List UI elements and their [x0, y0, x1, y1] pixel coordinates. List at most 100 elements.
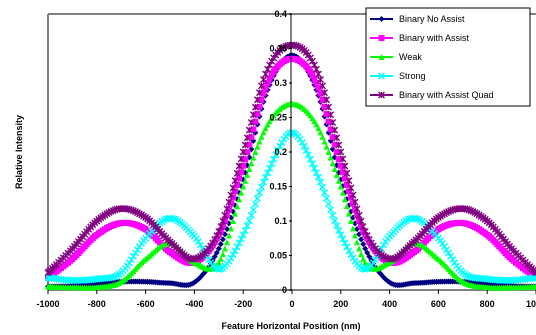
- series-point: [335, 156, 342, 163]
- series-point: [362, 231, 369, 238]
- series-point: [354, 239, 361, 246]
- series-point: [205, 255, 213, 264]
- series-point: [241, 226, 249, 235]
- series-point: [219, 217, 227, 225]
- series-point: [223, 239, 230, 246]
- series-point: [257, 183, 266, 191]
- series-point: [333, 134, 341, 142]
- series-point: [323, 111, 330, 118]
- series-point: [329, 211, 337, 219]
- series-point: [247, 211, 255, 219]
- series-point: [240, 183, 247, 190]
- series-point: [264, 80, 271, 86]
- series-point: [262, 84, 269, 91]
- series-point: [276, 142, 284, 150]
- series-point: [272, 151, 280, 159]
- series-point: [278, 139, 286, 147]
- series-point: [347, 217, 354, 224]
- series-point: [245, 126, 253, 134]
- y-tick-label: 0.4: [274, 9, 287, 19]
- series-point: [331, 217, 339, 225]
- series-point: [260, 129, 267, 136]
- series-point: [296, 135, 304, 143]
- series-point: [256, 103, 263, 110]
- series-point: [268, 72, 275, 79]
- series-point: [236, 175, 243, 182]
- series-point: [233, 243, 241, 251]
- series-point: [325, 118, 332, 125]
- series-point: [168, 214, 176, 222]
- x-tick-label: -400: [185, 299, 203, 309]
- series-point: [358, 236, 365, 243]
- series-point: [352, 206, 359, 213]
- series-point: [254, 143, 261, 150]
- series-point: [302, 146, 310, 154]
- series-point: [327, 206, 335, 214]
- series-point: [223, 212, 230, 219]
- series-point: [360, 255, 367, 262]
- series-point: [343, 169, 351, 177]
- series-point: [288, 129, 296, 137]
- series-point: [217, 227, 224, 234]
- series-point: [316, 178, 324, 186]
- series-point: [240, 162, 247, 169]
- series-point: [256, 138, 263, 145]
- series-point: [270, 155, 278, 163]
- legend-label: Binary with Assist: [399, 33, 470, 43]
- series-point: [379, 241, 388, 249]
- series-point: [369, 259, 377, 267]
- series-point: [223, 205, 231, 213]
- series-point: [323, 96, 331, 104]
- series-point: [170, 215, 178, 223]
- series-point: [127, 256, 135, 264]
- series-point: [219, 250, 226, 257]
- series-point: [337, 183, 344, 190]
- y-tick-label: 0.3: [274, 78, 287, 88]
- legend-box: [365, 7, 531, 107]
- series-point: [337, 231, 345, 239]
- y-tick-label: 0.05: [269, 251, 287, 261]
- series-point: [364, 235, 371, 242]
- series-point: [331, 141, 338, 148]
- x-tick-label: 800: [480, 299, 495, 309]
- series-point: [248, 160, 255, 167]
- series-point: [258, 133, 265, 140]
- series-point: [404, 216, 412, 224]
- series-point: [313, 121, 320, 128]
- series-point: [337, 148, 345, 156]
- series-point: [230, 217, 237, 224]
- series-point: [356, 245, 363, 252]
- series-point: [325, 149, 332, 155]
- series-point: [310, 164, 318, 172]
- series-point: [341, 175, 348, 182]
- series-point: [307, 68, 314, 75]
- series-point: [254, 111, 261, 118]
- series-point: [266, 118, 273, 125]
- x-tick-label: 400: [382, 299, 397, 309]
- series-point: [321, 89, 329, 97]
- series-point: [213, 235, 220, 242]
- series-point: [235, 162, 243, 170]
- series-point: [335, 141, 343, 149]
- y-tick-label: 0.2: [274, 147, 287, 157]
- series-point: [217, 241, 224, 248]
- series-point: [298, 139, 306, 147]
- series-point: [321, 138, 328, 145]
- series-point: [251, 200, 259, 208]
- series-point: [329, 118, 337, 126]
- series-point: [247, 118, 255, 126]
- series-point: [241, 141, 249, 149]
- series-point: [213, 249, 220, 256]
- series-point: [215, 245, 222, 252]
- series-point: [329, 160, 336, 167]
- series-point: [341, 162, 349, 170]
- series-point: [237, 235, 245, 243]
- series-point: [253, 96, 261, 104]
- series-point: [215, 231, 222, 238]
- series-point: [331, 126, 339, 134]
- series-point: [440, 242, 449, 251]
- series-point: [319, 82, 326, 90]
- series-point: [264, 121, 271, 128]
- series-point: [237, 155, 245, 163]
- series-point: [337, 162, 344, 169]
